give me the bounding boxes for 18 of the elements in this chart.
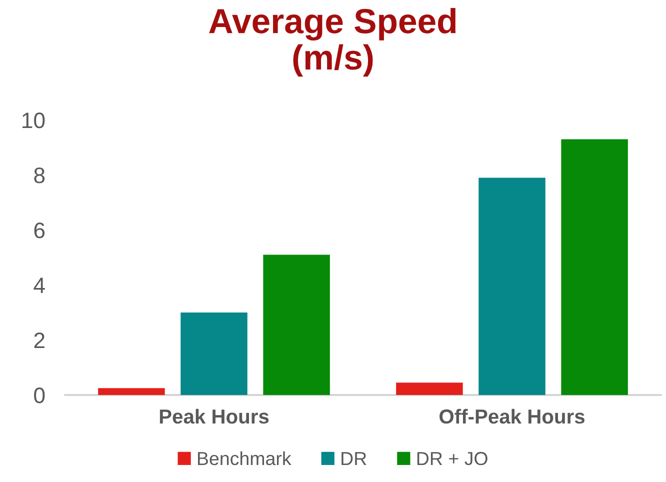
bar: [263, 254, 330, 395]
bar: [180, 312, 248, 395]
y-tick-label: 2: [34, 332, 44, 348]
legend-label: Benchmark: [198, 451, 292, 466]
x-tick-label: Peak Hours: [160, 408, 269, 424]
y-tick-label: 0: [34, 388, 45, 404]
y-tick-label: 4: [34, 278, 45, 294]
chart-title: Average Speed (m/s): [209, 8, 456, 77]
y-tick-label: 6: [34, 222, 45, 238]
legend-label: DR + JO: [417, 452, 488, 466]
bar: [396, 382, 463, 395]
x-tick-label: Off-Peak Hours: [440, 408, 584, 424]
bar: [98, 388, 165, 395]
y-tick-label: 10: [22, 112, 45, 128]
bar: [561, 139, 628, 395]
y-tick-label: 8: [34, 168, 45, 184]
bar: [478, 178, 546, 395]
legend-label: DR: [342, 452, 366, 465]
